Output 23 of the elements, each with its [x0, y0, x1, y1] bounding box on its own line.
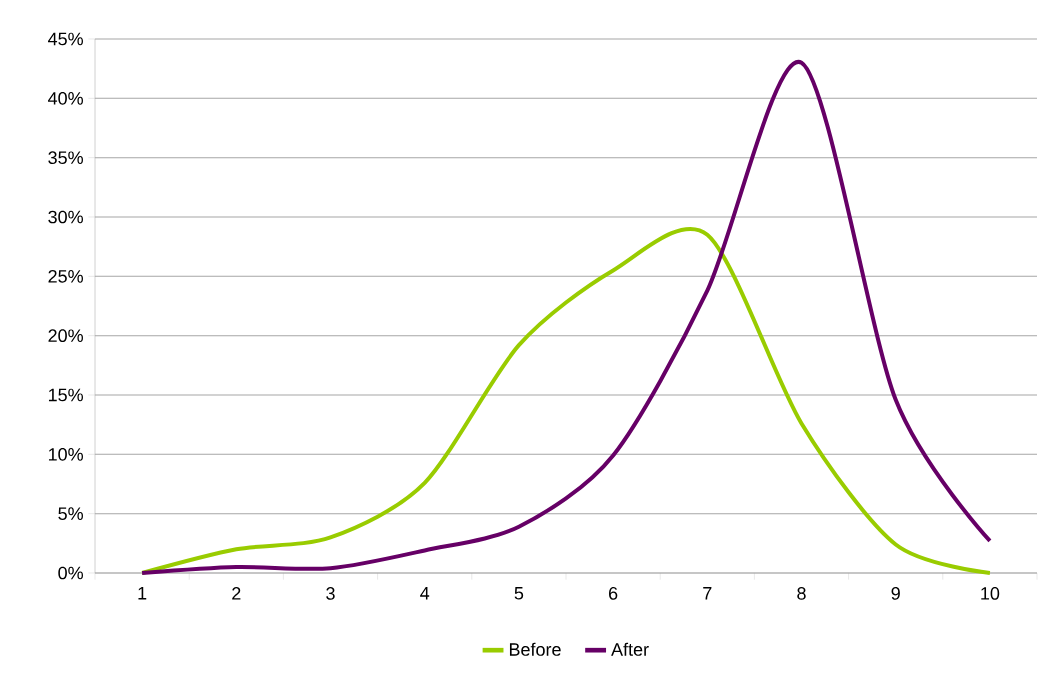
- line-series: [140, 60, 992, 575]
- y-tick-label: 30%: [48, 210, 83, 224]
- x-tick-label: 9: [891, 587, 900, 600]
- x-tick-label: 3: [326, 587, 335, 600]
- x-tick-label: 5: [514, 587, 524, 600]
- x-tick-label: 1: [138, 587, 147, 600]
- y-tick-label: 5%: [58, 507, 83, 520]
- y-tick-label: 35%: [48, 151, 83, 165]
- y-tick-label: 10%: [48, 447, 83, 461]
- y-tick-label: 45%: [48, 32, 83, 46]
- x-tick-label: 10: [981, 587, 1000, 600]
- y-tick-label: 40%: [48, 91, 83, 105]
- legend-label: Before: [509, 642, 561, 656]
- y-tick-label: 0%: [58, 566, 83, 580]
- x-tick-label: 6: [609, 587, 618, 600]
- x-tick-label: 4: [420, 587, 430, 600]
- x-tick-label: 7: [703, 587, 712, 600]
- legend-label: After: [611, 642, 649, 656]
- x-tick-label: 8: [797, 587, 806, 600]
- y-tick-label: 15%: [48, 388, 83, 402]
- x-tick-label: 2: [232, 587, 241, 600]
- y-tick-label: 25%: [48, 269, 83, 283]
- y-tick-label: 20%: [48, 329, 83, 343]
